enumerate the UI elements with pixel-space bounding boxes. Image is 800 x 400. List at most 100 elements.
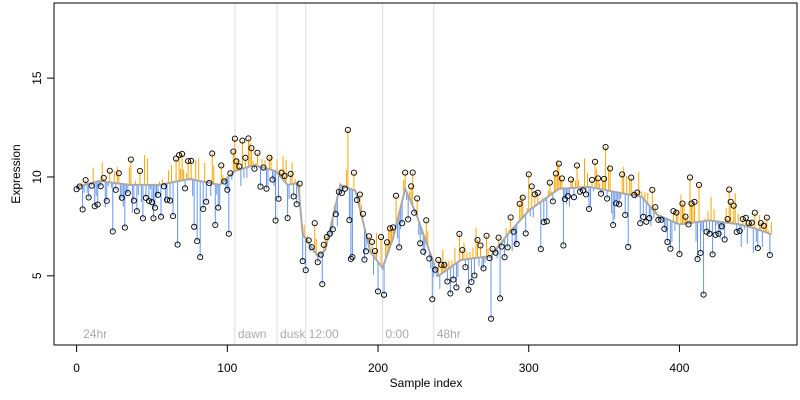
data-point-224 xyxy=(411,209,418,216)
data-point-18 xyxy=(100,174,107,182)
data-point-322 xyxy=(558,175,565,182)
data-point-418 xyxy=(703,228,710,235)
y-tick-label-1: 10 xyxy=(30,170,44,184)
data-point-134 xyxy=(275,195,282,202)
data-point-390 xyxy=(661,225,668,232)
data-point-272 xyxy=(483,232,490,239)
data-point-286 xyxy=(504,244,511,251)
data-point-42 xyxy=(136,167,143,175)
data-point-182 xyxy=(347,255,354,262)
phase-label-4: 48hr xyxy=(437,327,461,341)
data-point-122 xyxy=(257,183,264,190)
axes-layer xyxy=(47,2,798,352)
data-point-374 xyxy=(637,220,644,227)
data-point-38 xyxy=(130,197,137,204)
data-point-400 xyxy=(676,251,683,258)
data-point-22 xyxy=(106,167,113,174)
data-point-376 xyxy=(640,213,647,220)
data-point-128 xyxy=(266,154,273,161)
plot-frame xyxy=(53,2,798,346)
data-point-44 xyxy=(139,215,146,222)
y-tick-label-0: 5 xyxy=(30,272,44,279)
data-point-58 xyxy=(160,183,168,190)
data-point-350 xyxy=(601,175,608,182)
phase-label-1: dusk xyxy=(280,327,306,341)
data-point-351 xyxy=(602,143,609,151)
data-point-150 xyxy=(299,258,306,265)
phase-label-3: 0:00 xyxy=(386,327,410,341)
data-point-48 xyxy=(145,197,152,204)
data-point-144 xyxy=(290,193,297,200)
data-point-362 xyxy=(619,171,626,178)
data-point-444 xyxy=(742,214,749,221)
data-point-20 xyxy=(103,197,110,204)
data-point-162 xyxy=(317,251,324,258)
data-point-62 xyxy=(166,197,174,204)
data-point-306 xyxy=(534,189,541,196)
data-point-126 xyxy=(263,185,270,192)
data-point-92 xyxy=(212,221,219,228)
data-point-276 xyxy=(489,245,496,252)
data-point-208 xyxy=(387,225,394,232)
data-point-16 xyxy=(97,183,104,190)
data-point-456 xyxy=(760,222,767,229)
data-point-258 xyxy=(462,264,469,271)
data-point-430 xyxy=(721,236,728,243)
data-point-132 xyxy=(272,217,279,224)
phase-label-2: 12:00 xyxy=(309,327,339,341)
data-point-100 xyxy=(224,186,231,193)
data-point-4 xyxy=(79,206,86,213)
data-point-378 xyxy=(643,218,650,225)
data-point-6 xyxy=(82,177,89,184)
point-layer xyxy=(73,126,773,322)
data-point-102 xyxy=(227,170,234,177)
data-point-34 xyxy=(124,189,131,197)
data-point-334 xyxy=(576,188,584,195)
data-point-76 xyxy=(188,157,195,164)
data-point-413 xyxy=(695,181,703,188)
data-point-74 xyxy=(185,158,192,165)
data-point-88 xyxy=(206,180,213,187)
data-point-448 xyxy=(748,219,755,226)
data-point-310 xyxy=(540,219,547,226)
data-point-8 xyxy=(85,194,92,201)
data-point-346 xyxy=(595,175,602,182)
data-point-174 xyxy=(335,188,342,195)
data-point-296 xyxy=(519,194,526,201)
data-point-412 xyxy=(694,255,701,263)
data-point-202 xyxy=(377,234,385,241)
data-point-240 xyxy=(435,256,442,264)
data-point-458 xyxy=(763,214,770,221)
data-point-294 xyxy=(516,200,523,207)
data-point-164 xyxy=(320,241,327,248)
data-point-124 xyxy=(260,164,267,171)
data-point-386 xyxy=(655,216,662,223)
data-point-290 xyxy=(510,228,517,235)
data-point-178 xyxy=(341,185,348,192)
data-point-68 xyxy=(176,152,183,159)
data-point-104 xyxy=(230,148,237,155)
data-point-51 xyxy=(150,215,157,222)
data-point-234 xyxy=(426,255,433,262)
data-point-80 xyxy=(194,238,201,245)
data-point-282 xyxy=(498,243,505,250)
data-point-84 xyxy=(200,205,207,212)
data-point-316 xyxy=(549,198,556,205)
data-point-442 xyxy=(739,215,746,223)
data-point-275 xyxy=(488,315,495,322)
data-point-278 xyxy=(492,249,499,256)
data-point-138 xyxy=(281,172,288,180)
data-point-218 xyxy=(402,169,409,176)
data-point-28 xyxy=(115,170,122,177)
data-point-308 xyxy=(537,246,544,253)
data-point-436 xyxy=(730,202,737,209)
data-point-110 xyxy=(239,137,246,144)
trend-line-layer xyxy=(76,164,772,278)
data-point-108 xyxy=(236,163,243,170)
data-point-314 xyxy=(546,179,553,186)
data-point-206 xyxy=(384,239,391,246)
data-point-392 xyxy=(664,238,671,245)
data-point-24 xyxy=(109,228,116,235)
data-point-50 xyxy=(148,199,156,206)
data-point-32 xyxy=(121,224,128,231)
